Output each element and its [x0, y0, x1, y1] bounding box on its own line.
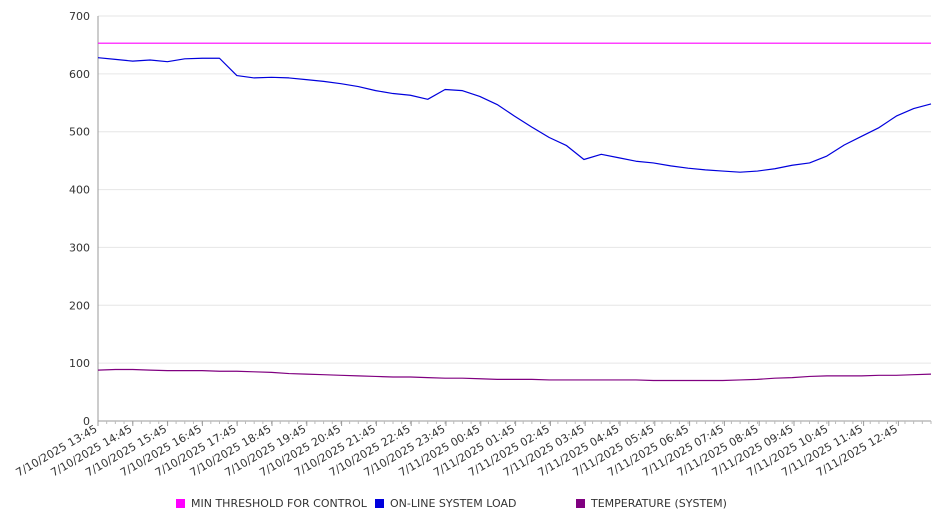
legend-label-min-threshold: MIN THRESHOLD FOR CONTROL [191, 497, 367, 510]
legend-label-system-load: ON-LINE SYSTEM LOAD [390, 497, 517, 510]
y-tick-label: 500 [69, 126, 90, 139]
y-axis: 0 100 200 300 400 500 600 700 [69, 10, 99, 428]
legend-label-temperature: TEMPERATURE (SYSTEM) [591, 497, 727, 510]
legend-item-temperature[interactable]: TEMPERATURE (SYSTEM) [576, 497, 727, 510]
y-tick-label: 200 [69, 299, 90, 312]
y-tick-label: 0 [83, 415, 90, 428]
y-tick-label: 300 [69, 241, 90, 254]
grid-lines [98, 15, 931, 422]
x-axis: 7/10/2025 13:457/10/2025 14:457/10/2025 … [14, 420, 932, 479]
legend-item-min-threshold[interactable]: MIN THRESHOLD FOR CONTROL [176, 497, 367, 510]
y-tick-label: 700 [69, 10, 90, 23]
y-tick-label: 400 [69, 184, 90, 197]
legend: MIN THRESHOLD FOR CONTROL ON-LINE SYSTEM… [0, 497, 946, 515]
series-line-system-load [97, 57, 932, 173]
legend-swatch-min-threshold [176, 499, 185, 508]
series-lines [97, 42, 932, 382]
y-tick-label: 600 [69, 68, 90, 81]
legend-swatch-temperature [576, 499, 585, 508]
legend-item-system-load[interactable]: ON-LINE SYSTEM LOAD [375, 497, 516, 510]
y-tick-label: 100 [69, 357, 90, 370]
series-line-temperature [97, 368, 932, 382]
legend-swatch-system-load [375, 499, 384, 508]
